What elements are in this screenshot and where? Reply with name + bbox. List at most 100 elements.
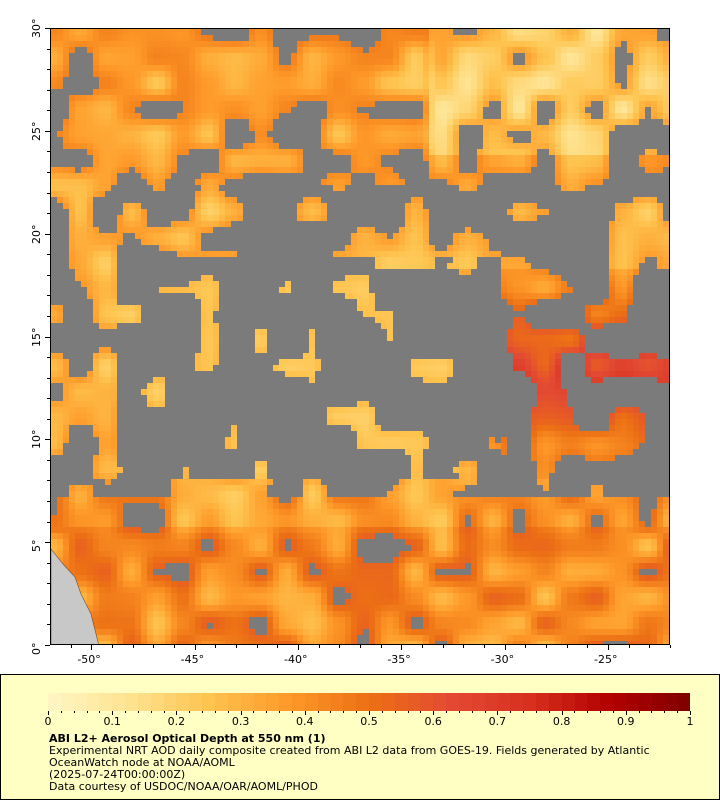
aod-cell bbox=[573, 329, 579, 335]
aod-cell bbox=[87, 215, 93, 221]
aod-cell bbox=[93, 497, 99, 503]
aod-cell bbox=[435, 71, 441, 77]
aod-cell bbox=[489, 497, 495, 503]
aod-cell bbox=[615, 503, 621, 509]
aod-cell bbox=[633, 545, 639, 551]
aod-cell bbox=[159, 527, 165, 533]
aod-cell bbox=[567, 503, 573, 509]
aod-cell bbox=[525, 347, 531, 353]
aod-cell bbox=[105, 29, 111, 35]
aod-cell bbox=[213, 113, 219, 119]
aod-cell bbox=[129, 149, 135, 155]
aod-cell bbox=[519, 119, 525, 125]
aod-cell bbox=[489, 539, 495, 545]
aod-cell bbox=[429, 563, 435, 569]
aod-cell bbox=[81, 227, 87, 233]
aod-cell bbox=[351, 503, 357, 509]
aod-cell bbox=[579, 119, 585, 125]
aod-cell bbox=[111, 251, 117, 257]
aod-cell bbox=[207, 131, 213, 137]
aod-cell bbox=[345, 515, 351, 521]
aod-cell bbox=[183, 107, 189, 113]
aod-cell bbox=[249, 551, 255, 557]
aod-cell bbox=[429, 167, 435, 173]
aod-cell bbox=[369, 95, 375, 101]
aod-cell bbox=[231, 47, 237, 53]
aod-cell bbox=[411, 29, 417, 35]
aod-cell bbox=[291, 557, 297, 563]
aod-cell bbox=[651, 353, 657, 359]
aod-cell bbox=[573, 179, 579, 185]
aod-cell bbox=[627, 251, 633, 257]
aod-cell bbox=[453, 575, 459, 581]
aod-cell bbox=[105, 467, 111, 473]
aod-cell bbox=[297, 83, 303, 89]
aod-cell bbox=[87, 377, 93, 383]
aod-cell bbox=[567, 83, 573, 89]
aod-cell bbox=[501, 257, 507, 263]
aod-cell bbox=[471, 257, 477, 263]
aod-cell bbox=[435, 485, 441, 491]
aod-cell bbox=[639, 203, 645, 209]
aod-cell bbox=[603, 431, 609, 437]
aod-cell bbox=[171, 515, 177, 521]
aod-cell bbox=[129, 575, 135, 581]
aod-cell bbox=[459, 35, 465, 41]
aod-cell bbox=[579, 125, 585, 131]
aod-cell bbox=[531, 515, 537, 521]
aod-cell bbox=[261, 503, 267, 509]
aod-cell bbox=[621, 527, 627, 533]
aod-cell bbox=[195, 95, 201, 101]
aod-cell bbox=[639, 521, 645, 527]
aod-cell bbox=[639, 47, 645, 53]
aod-cell bbox=[531, 413, 537, 419]
aod-cell bbox=[291, 527, 297, 533]
aod-cell bbox=[525, 263, 531, 269]
aod-cell bbox=[165, 509, 171, 515]
aod-cell bbox=[87, 167, 93, 173]
aod-cell bbox=[633, 431, 639, 437]
aod-cell bbox=[441, 83, 447, 89]
aod-cell bbox=[489, 65, 495, 71]
aod-cell bbox=[471, 461, 477, 467]
aod-cell bbox=[213, 53, 219, 59]
aod-cell bbox=[129, 143, 135, 149]
aod-cell bbox=[549, 329, 555, 335]
aod-cell bbox=[471, 185, 477, 191]
aod-cell bbox=[195, 293, 201, 299]
aod-cell bbox=[459, 539, 465, 545]
aod-cell bbox=[117, 239, 123, 245]
aod-cell bbox=[429, 83, 435, 89]
aod-cell bbox=[267, 143, 273, 149]
aod-cell bbox=[663, 377, 669, 383]
aod-cell bbox=[381, 65, 387, 71]
aod-cell bbox=[513, 329, 519, 335]
aod-cell bbox=[99, 581, 105, 587]
aod-cell bbox=[369, 527, 375, 533]
aod-cell bbox=[75, 581, 81, 587]
aod-cell bbox=[471, 179, 477, 185]
aod-cell bbox=[183, 53, 189, 59]
aod-cell bbox=[555, 563, 561, 569]
aod-cell bbox=[327, 563, 333, 569]
aod-cell bbox=[111, 527, 117, 533]
aod-cell bbox=[651, 47, 657, 53]
aod-cell bbox=[441, 35, 447, 41]
aod-cell bbox=[141, 173, 147, 179]
aod-cell bbox=[75, 137, 81, 143]
aod-cell bbox=[51, 173, 57, 179]
aod-cell bbox=[75, 269, 81, 275]
aod-cell bbox=[315, 485, 321, 491]
aod-cell bbox=[615, 317, 621, 323]
aod-cell bbox=[417, 557, 423, 563]
aod-cell bbox=[63, 143, 69, 149]
aod-cell bbox=[99, 545, 105, 551]
aod-cell bbox=[51, 515, 57, 521]
aod-cell bbox=[501, 137, 507, 143]
aod-cell bbox=[435, 59, 441, 65]
aod-cell bbox=[351, 59, 357, 65]
aod-cell bbox=[195, 287, 201, 293]
aod-cell bbox=[549, 419, 555, 425]
aod-cell bbox=[645, 251, 651, 257]
aod-cell bbox=[123, 71, 129, 77]
